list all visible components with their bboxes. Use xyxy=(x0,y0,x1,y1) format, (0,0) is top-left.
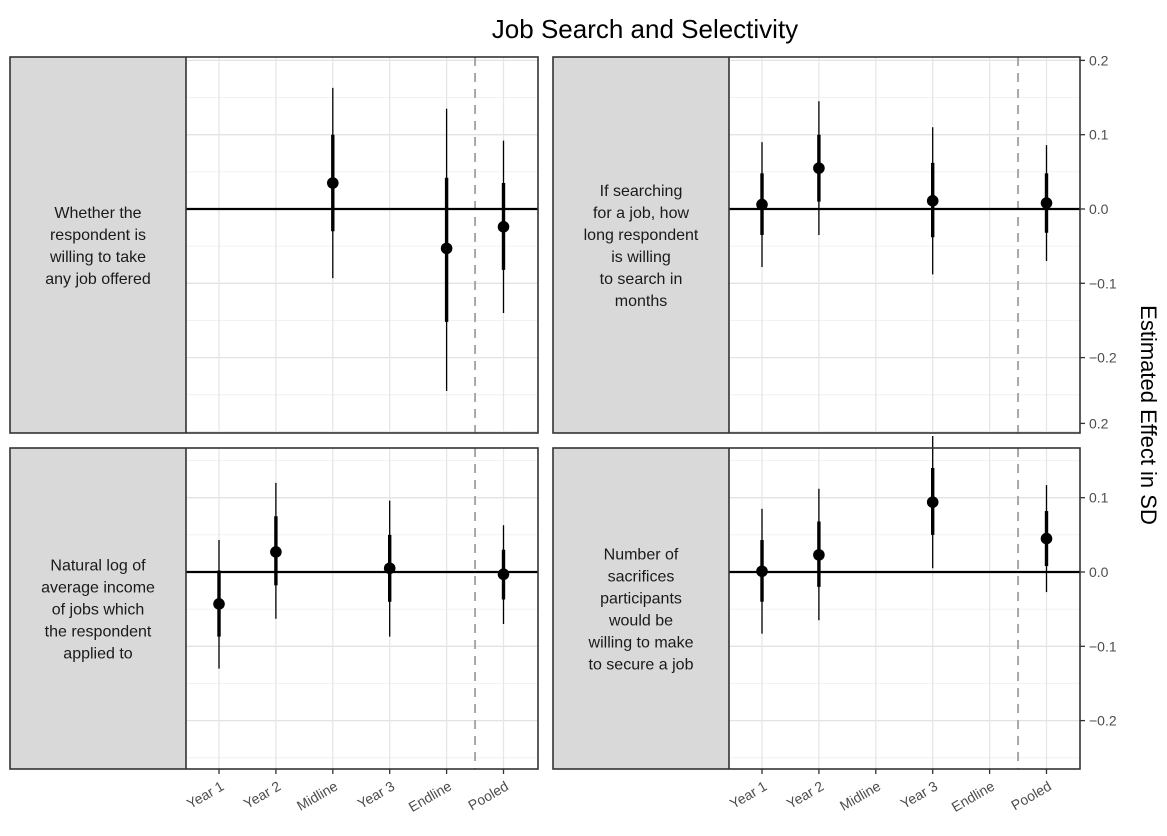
panel-border xyxy=(552,56,1081,434)
point-estimate xyxy=(813,549,825,561)
point-estimate xyxy=(926,195,939,207)
panel-border xyxy=(552,447,1081,770)
facet-label-line: for a job, how xyxy=(593,205,690,222)
point-estimate xyxy=(756,198,768,211)
point-estimate xyxy=(327,177,339,189)
facet-label: Number of sacrifices participants would be w… xyxy=(588,547,694,674)
y-tick-label: −0.2 xyxy=(1089,350,1117,366)
facet-label-line: willing to make xyxy=(588,635,694,652)
facet-strip xyxy=(10,57,186,433)
facet-strip xyxy=(10,448,186,769)
y-tick-label: 0.1 xyxy=(1089,490,1109,506)
point-estimate xyxy=(497,221,510,233)
facet-label-line: If searching xyxy=(600,183,683,200)
facet-label-line: average income xyxy=(41,580,155,597)
facet-label-line: sacrifices xyxy=(608,569,675,586)
y-tick-label: 0.2 xyxy=(1089,52,1109,68)
chart-title: Job Search and Selectivity xyxy=(492,14,798,44)
facet-label-line: months xyxy=(615,293,667,310)
facet-label-line: to search in xyxy=(600,271,683,288)
x-tick-label: Year 1 xyxy=(184,778,227,812)
point-estimate xyxy=(926,496,939,508)
x-tick-label: Year 2 xyxy=(784,778,827,812)
facet-label-line: would be xyxy=(608,613,673,630)
y-tick-label: 0.1 xyxy=(1089,127,1109,143)
facet-panel: If searching for a job, how long responden… xyxy=(552,56,1081,434)
facet-label-line: willing to take xyxy=(49,249,146,266)
point-estimate xyxy=(813,162,825,174)
x-tick-label: Endline xyxy=(406,778,455,815)
point-estimate xyxy=(1040,532,1053,545)
facet-label-line: is willing xyxy=(611,249,671,266)
point-estimate xyxy=(270,546,282,558)
facet-label-line: Whether the xyxy=(54,205,141,222)
point-estimate xyxy=(440,242,453,255)
facet-label: If searching for a job, how long responden… xyxy=(584,183,699,310)
facet-panel: Natural log of average income of jobs whic… xyxy=(9,447,539,815)
y-tick-label: 0.2 xyxy=(1089,415,1109,431)
x-tick-label: Year 3 xyxy=(898,778,941,812)
panel-border xyxy=(9,447,539,770)
facet-strip xyxy=(553,448,729,769)
plot-background xyxy=(186,57,538,433)
point-estimate xyxy=(497,568,510,581)
plot-background xyxy=(186,448,538,769)
y-tick-label: −0.1 xyxy=(1089,275,1117,291)
y-axis: 0.2 0.1 0.0 −0.1 −0.2 0.2 0.1 0.0 −0.1 −0.2 xyxy=(1080,52,1117,729)
point-estimate xyxy=(756,565,768,578)
x-tick-label: Year 1 xyxy=(727,778,770,812)
panels-group: Whether the respondent is willing to take a… xyxy=(9,56,1081,815)
y-tick-label: 0.0 xyxy=(1089,564,1109,580)
facet-label-line: of jobs which xyxy=(52,602,145,619)
panel-border xyxy=(9,56,539,434)
point-estimate xyxy=(383,562,396,575)
x-tick-label: Pooled xyxy=(1008,778,1054,814)
y-axis-label: Estimated Effect in SD xyxy=(1136,305,1161,525)
facet-label-line: to secure a job xyxy=(589,657,694,674)
x-tick-label: Midline xyxy=(294,778,341,814)
point-estimate xyxy=(213,598,225,610)
x-tick-label: Year 3 xyxy=(355,778,398,812)
x-tick-label: Year 2 xyxy=(241,778,284,812)
facet-label-line: participants xyxy=(600,591,682,608)
facet-label: Natural log of average income of jobs whic… xyxy=(41,558,155,663)
x-tick-label: Endline xyxy=(949,778,998,815)
y-tick-label: −0.1 xyxy=(1089,638,1117,654)
facet-label-line: any job offered xyxy=(45,271,151,288)
plot-background xyxy=(729,57,1080,433)
facet-label-line: Number of xyxy=(604,547,679,564)
facet-label-line: Natural log of xyxy=(50,558,146,575)
facet-label-line: applied to xyxy=(63,646,132,663)
plot-background xyxy=(729,448,1080,769)
y-tick-label: 0.0 xyxy=(1089,201,1109,217)
facet-panel: Number of sacrifices participants would be w… xyxy=(552,436,1081,815)
y-tick-label: −0.2 xyxy=(1089,713,1117,729)
facet-panel: Whether the respondent is willing to take a… xyxy=(9,56,539,434)
point-estimate xyxy=(1040,197,1053,209)
x-tick-label: Midline xyxy=(837,778,884,814)
facet-strip xyxy=(553,57,729,433)
facet-label: Whether the respondent is willing to take a… xyxy=(45,205,151,288)
facet-label-line: respondent is xyxy=(50,227,146,244)
x-tick-label: Pooled xyxy=(465,778,511,814)
facet-label-line: long respondent xyxy=(584,227,699,244)
facet-label-line: the respondent xyxy=(45,624,152,641)
